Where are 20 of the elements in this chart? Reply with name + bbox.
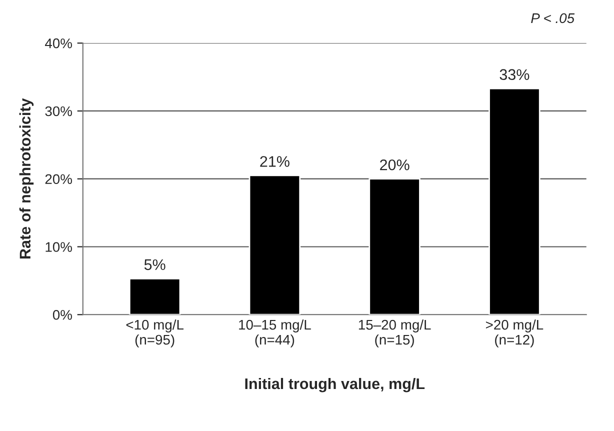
text: P < .05 (531, 13, 575, 24)
data-label: 5% (144, 259, 166, 270)
y-tick-label: 30% (45, 106, 72, 116)
bar (368, 178, 420, 315)
data-label: 21% (260, 156, 290, 167)
x-tick-label: 10–15 mg/L (n=44) (239, 319, 311, 348)
data-label: 33% (500, 69, 530, 80)
y-axis-title: Rate of nephrotoxicity (19, 98, 34, 258)
x-tick-label: 15–20 mg/L (n=15) (358, 319, 431, 348)
y-tick-label: 10% (46, 242, 72, 252)
x-tick-label: <10 mg/L (n=95) (126, 319, 184, 348)
bar (488, 88, 540, 315)
bar (248, 174, 301, 315)
x-axis-title: Initial trough value, mg/L (245, 378, 425, 392)
x-tick-label: >20 mg/L (n=12) (486, 319, 544, 348)
y-tick-label: 20% (45, 174, 72, 184)
bar (128, 278, 181, 315)
y-tick-label: 40% (44, 38, 72, 48)
y-tick-label: 0% (52, 310, 72, 320)
data-label: 20% (380, 159, 410, 170)
